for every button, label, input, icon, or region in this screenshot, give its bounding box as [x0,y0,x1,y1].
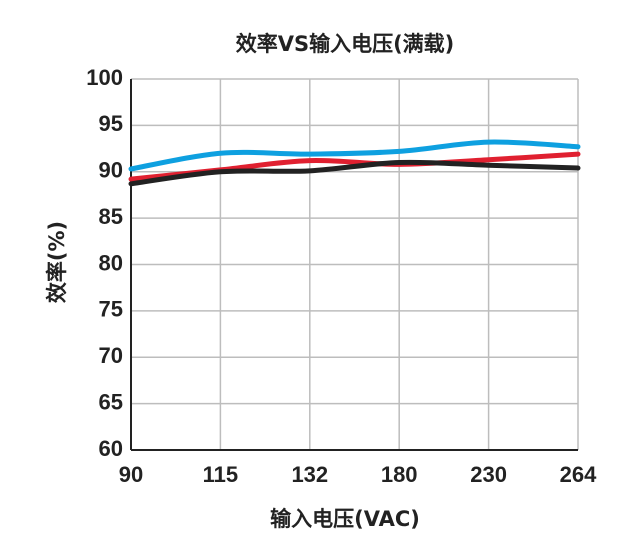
line-series [128,159,581,187]
y-tick-label: 60 [99,436,123,461]
y-tick-label: 70 [99,343,123,368]
y-axis-label: 效率(%) [45,221,69,303]
x-tick-label: 132 [291,462,328,487]
x-tick-label: 90 [119,462,143,487]
y-tick-label: 100 [86,65,123,90]
y-tick-label: 85 [99,204,123,229]
x-axis-label: 输入电压(VAC) [270,507,420,531]
x-tick-label: 230 [470,462,507,487]
y-tick-label: 75 [99,297,123,322]
y-tick-label: 95 [99,111,123,136]
x-tick-label: 180 [381,462,418,487]
x-tick-label: 115 [203,462,239,487]
x-tick-label: 264 [560,462,597,487]
y-tick-label: 90 [99,158,123,183]
line-series [128,139,581,172]
y-tick-label: 80 [99,250,123,275]
chart-title: 效率VS输入电压(满载) [236,32,455,56]
y-tick-label: 65 [99,389,123,414]
